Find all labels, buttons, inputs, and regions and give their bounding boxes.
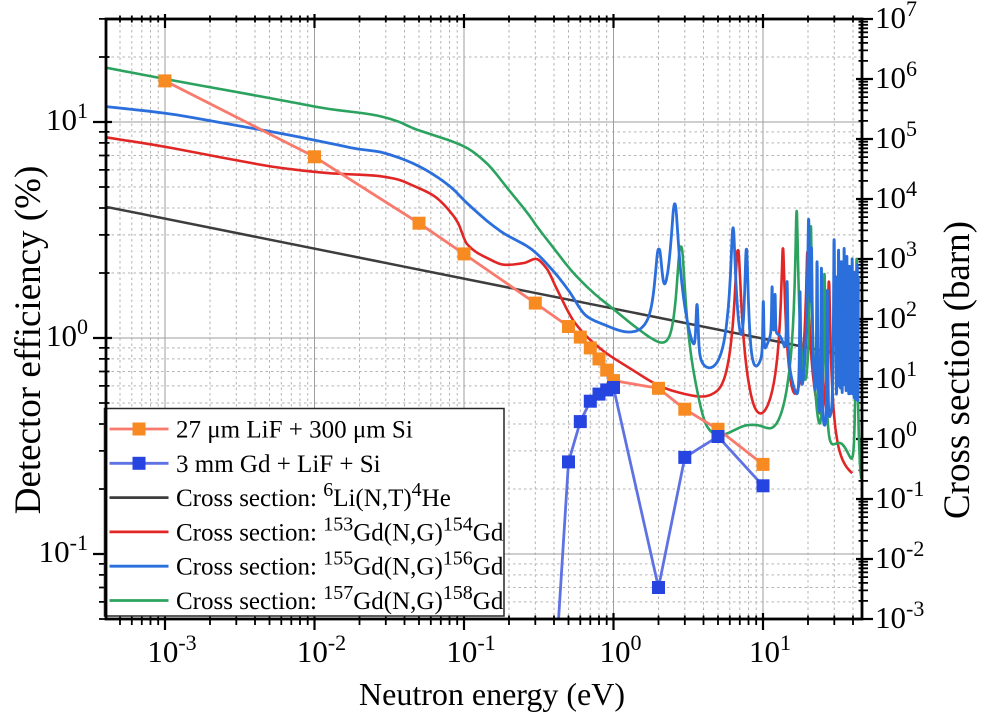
svg-text:Detector efficiency (%): Detector efficiency (%): [8, 166, 49, 515]
svg-text:100: 100: [599, 630, 641, 669]
svg-text:10-3: 10-3: [875, 596, 924, 635]
svg-text:Cross section (barn): Cross section (barn): [937, 221, 978, 519]
svg-text:Neutron energy (eV): Neutron energy (eV): [359, 676, 625, 712]
svg-text:27 μm LiF + 300 μm Si: 27 μm LiF + 300 μm Si: [176, 417, 413, 444]
svg-text:Cross section: 6​Li(N,T)4​He: Cross section: 6​Li(N,T)4​He: [176, 479, 451, 512]
svg-text:3 mm Gd + LiF + Si: 3 mm Gd + LiF + Si: [176, 451, 381, 478]
